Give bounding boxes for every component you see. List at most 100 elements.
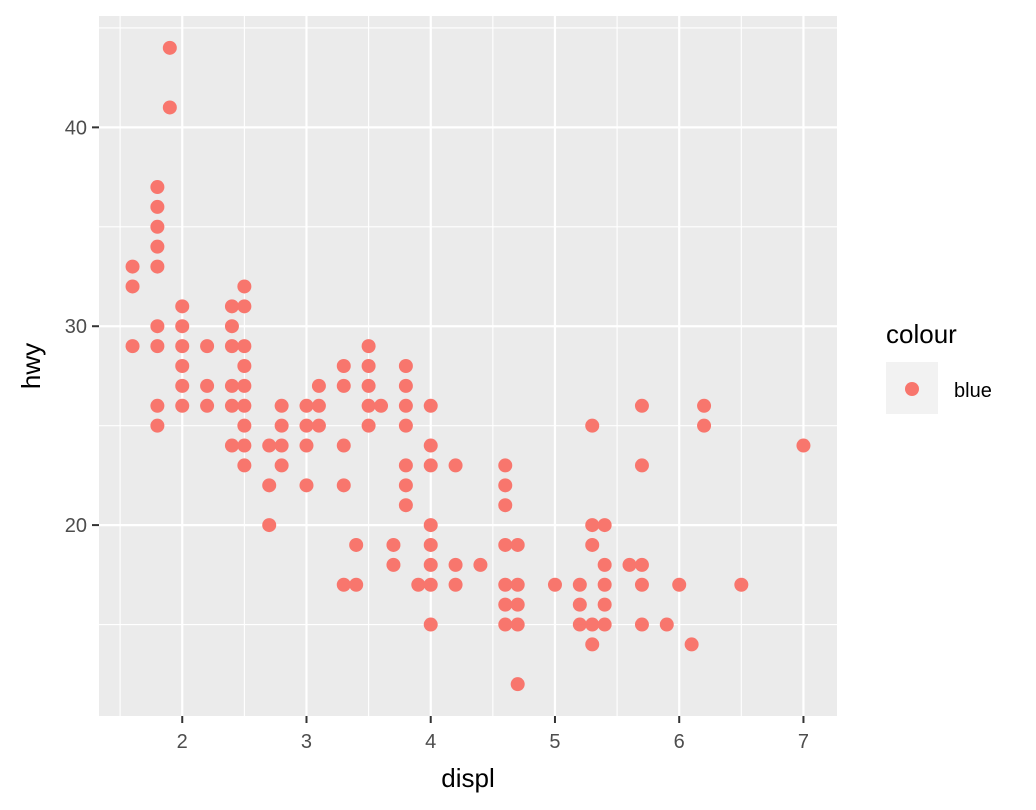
data-point — [498, 458, 513, 473]
data-point — [498, 617, 513, 632]
x-tick-label: 3 — [301, 731, 312, 753]
y-tick-label: 40 — [65, 117, 87, 139]
legend-label: blue — [954, 380, 992, 402]
data-point — [585, 518, 600, 533]
data-point — [237, 438, 252, 453]
x-axis: 2 3 4 5 6 7 — [177, 716, 809, 753]
data-point — [274, 458, 289, 473]
plot-panel — [99, 16, 837, 716]
data-point — [622, 557, 637, 572]
data-point — [585, 637, 600, 652]
data-point — [237, 458, 252, 473]
data-point — [585, 537, 600, 552]
data-point — [659, 617, 674, 632]
data-point — [224, 438, 239, 453]
minor-gridlines — [99, 16, 837, 716]
data-point — [634, 458, 649, 473]
data-point — [498, 577, 513, 592]
data-point — [510, 677, 525, 692]
data-point — [597, 617, 612, 632]
data-point — [634, 398, 649, 413]
x-tick-label: 2 — [177, 731, 188, 753]
data-point — [398, 418, 413, 433]
data-point — [200, 339, 215, 354]
x-tick-label: 4 — [425, 731, 436, 753]
data-point — [498, 498, 513, 513]
data-point — [398, 498, 413, 513]
data-point — [349, 537, 364, 552]
data-point — [200, 378, 215, 393]
data-point — [361, 359, 376, 373]
data-point — [237, 359, 252, 373]
data-point — [150, 259, 165, 274]
data-point — [684, 637, 699, 652]
data-point — [150, 339, 165, 354]
data-point — [423, 438, 438, 453]
data-point — [125, 259, 140, 274]
data-point — [237, 279, 252, 294]
data-point — [175, 299, 190, 314]
data-point — [150, 219, 165, 234]
data-point — [224, 319, 239, 334]
data-point — [361, 378, 376, 393]
data-point — [398, 398, 413, 413]
data-point — [411, 577, 426, 592]
data-point — [162, 100, 177, 115]
data-point — [697, 398, 712, 413]
data-point — [150, 398, 165, 413]
data-point — [448, 458, 463, 473]
data-point — [572, 617, 587, 632]
data-point — [237, 398, 252, 413]
data-point — [597, 557, 612, 572]
data-point — [150, 199, 165, 214]
data-point — [361, 339, 376, 354]
data-point — [299, 438, 314, 453]
data-point — [262, 438, 277, 453]
data-point — [398, 458, 413, 473]
data-point — [398, 378, 413, 393]
y-tick-label: 30 — [65, 316, 87, 338]
data-point — [510, 577, 525, 592]
data-point — [237, 339, 252, 354]
data-point — [423, 577, 438, 592]
data-point — [175, 359, 190, 373]
y-tick-label: 20 — [65, 515, 87, 537]
data-point — [274, 418, 289, 433]
data-point — [237, 299, 252, 314]
data-point — [175, 339, 190, 354]
data-point — [585, 617, 600, 632]
data-point — [262, 518, 277, 533]
data-point — [150, 418, 165, 433]
data-point — [572, 577, 587, 592]
data-point — [175, 378, 190, 393]
x-tick-label: 6 — [674, 731, 685, 753]
data-point — [361, 418, 376, 433]
data-point — [299, 478, 314, 493]
data-point — [547, 577, 562, 592]
data-point — [597, 518, 612, 533]
data-points — [125, 40, 811, 692]
data-point — [510, 597, 525, 612]
data-point — [237, 378, 252, 393]
x-tick-label: 7 — [798, 731, 809, 753]
data-point — [448, 557, 463, 572]
data-point — [473, 557, 488, 572]
data-point — [224, 398, 239, 413]
y-axis-title: hwy — [16, 343, 46, 389]
data-point — [597, 577, 612, 592]
major-gridlines — [99, 16, 837, 716]
data-point — [796, 438, 811, 453]
data-point — [423, 617, 438, 632]
data-point — [734, 577, 749, 592]
data-point — [224, 299, 239, 314]
data-point — [336, 438, 351, 453]
data-point — [237, 418, 252, 433]
data-point — [361, 398, 376, 413]
data-point — [510, 537, 525, 552]
data-point — [162, 40, 177, 55]
data-point — [423, 537, 438, 552]
data-point — [224, 378, 239, 393]
data-point — [672, 577, 687, 592]
data-point — [336, 478, 351, 493]
data-point — [585, 418, 600, 433]
